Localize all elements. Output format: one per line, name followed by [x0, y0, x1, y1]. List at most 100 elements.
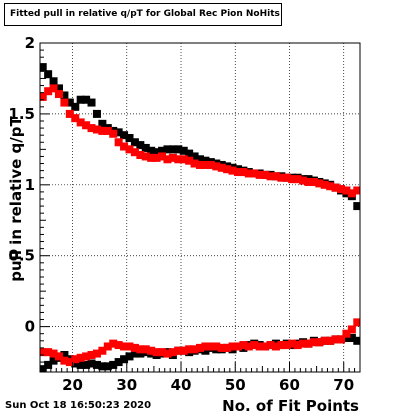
data-point [315, 338, 324, 347]
data-point [277, 173, 286, 182]
data-point [304, 339, 313, 348]
data-point [76, 95, 85, 104]
data-point [250, 341, 259, 350]
data-point [40, 92, 47, 101]
data-point [174, 346, 183, 355]
data-point [82, 352, 91, 361]
data-point [309, 177, 318, 186]
data-point [98, 362, 107, 371]
data-point [65, 109, 74, 118]
data-point [49, 84, 58, 93]
data-point [71, 114, 80, 123]
data-point [320, 336, 329, 345]
series-3 [40, 318, 360, 367]
data-point [331, 183, 340, 192]
data-point [250, 169, 259, 178]
data-point [196, 160, 204, 169]
data-point [158, 146, 167, 155]
data-point [141, 143, 150, 152]
data-point [60, 350, 69, 359]
data-point [337, 335, 346, 344]
data-point [239, 341, 248, 350]
data-point [261, 170, 270, 179]
data-point [44, 87, 53, 96]
data-point [130, 343, 139, 352]
data-point [282, 173, 291, 182]
data-point [103, 126, 112, 135]
y-tick-label: 0 [25, 318, 35, 336]
data-point [120, 342, 129, 351]
data-point [103, 362, 112, 371]
data-point [109, 129, 118, 138]
data-point [353, 336, 360, 345]
y-tick-label: 1 [25, 176, 35, 194]
data-point [185, 156, 194, 165]
x-tick-label: 70 [333, 376, 354, 394]
data-point [92, 360, 101, 369]
data-point [206, 160, 215, 169]
x-tick-label: 20 [62, 376, 83, 394]
data-point [185, 345, 194, 354]
data-point [179, 146, 188, 155]
data-point [82, 360, 91, 369]
data-point [109, 339, 118, 348]
data-point [342, 329, 351, 338]
data-point [288, 175, 297, 184]
data-point [179, 346, 188, 355]
data-point [315, 179, 324, 188]
data-point [174, 155, 183, 164]
y-tick-label: 2 [25, 34, 35, 52]
data-point [217, 163, 226, 172]
data-point [299, 339, 308, 348]
series-1 [40, 84, 360, 198]
data-point [65, 98, 74, 107]
data-point [196, 155, 204, 164]
data-point [266, 172, 275, 181]
x-axis-title: No. of Fit Points [222, 397, 359, 414]
data-point [147, 153, 156, 162]
series-0 [40, 63, 360, 211]
data-point [136, 345, 145, 354]
data-point [114, 358, 123, 367]
data-point [76, 118, 85, 127]
data-point [141, 152, 150, 161]
data-point [125, 342, 134, 351]
data-point [239, 168, 248, 177]
chart-title: Fitted pull in relative q/pT for Global … [4, 3, 282, 26]
data-point [125, 145, 134, 154]
data-point [168, 153, 177, 162]
data-point [98, 119, 107, 128]
data-point [92, 125, 101, 134]
data-point [120, 131, 129, 140]
data-point [71, 102, 80, 111]
data-point [174, 145, 183, 154]
data-point [60, 91, 69, 100]
data-point [320, 180, 329, 189]
data-point [293, 175, 302, 184]
data-point [54, 90, 63, 99]
data-point [179, 155, 188, 164]
data-point [223, 165, 232, 174]
data-point [217, 343, 226, 352]
data-point [185, 149, 194, 158]
data-point [60, 98, 69, 107]
data-point [120, 355, 129, 364]
data-point [152, 348, 161, 357]
data-point [347, 325, 356, 334]
data-point [87, 124, 96, 133]
data-point [244, 342, 253, 351]
data-point [76, 353, 85, 362]
data-point [98, 126, 107, 135]
data-point [342, 333, 351, 342]
data-point [353, 186, 360, 195]
data-point [44, 360, 53, 369]
data-point [87, 98, 96, 107]
data-point [347, 189, 356, 198]
data-point [136, 151, 145, 160]
data-point [266, 341, 275, 350]
data-point [163, 145, 172, 154]
data-point [125, 352, 134, 361]
data-point [40, 348, 47, 357]
data-point [82, 121, 91, 130]
